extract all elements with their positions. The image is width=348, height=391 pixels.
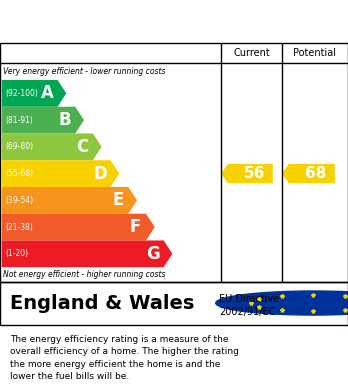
Polygon shape — [2, 133, 102, 160]
Text: B: B — [58, 111, 71, 129]
Text: D: D — [93, 165, 107, 183]
Text: Not energy efficient - higher running costs: Not energy efficient - higher running co… — [3, 270, 166, 279]
Text: The energy efficiency rating is a measure of the
overall efficiency of a home. T: The energy efficiency rating is a measur… — [10, 334, 239, 381]
Text: Very energy efficient - lower running costs: Very energy efficient - lower running co… — [3, 67, 166, 76]
Text: EU Directive: EU Directive — [219, 294, 279, 304]
Text: C: C — [76, 138, 89, 156]
Text: 56: 56 — [244, 166, 266, 181]
Polygon shape — [2, 107, 84, 133]
Text: (69-80): (69-80) — [5, 142, 33, 151]
Polygon shape — [2, 80, 66, 107]
Text: (21-38): (21-38) — [5, 222, 33, 231]
Text: G: G — [147, 245, 160, 263]
Text: 2002/91/EC: 2002/91/EC — [219, 307, 276, 317]
Text: F: F — [130, 218, 141, 236]
Text: (39-54): (39-54) — [5, 196, 33, 205]
Text: Potential: Potential — [293, 48, 337, 58]
Circle shape — [216, 291, 348, 315]
Text: (55-68): (55-68) — [5, 169, 33, 178]
Polygon shape — [2, 240, 172, 267]
Text: A: A — [41, 84, 54, 102]
Text: (92-100): (92-100) — [5, 89, 38, 98]
Polygon shape — [2, 214, 155, 240]
Polygon shape — [2, 187, 137, 214]
Polygon shape — [221, 164, 273, 183]
Text: 68: 68 — [304, 166, 326, 181]
Polygon shape — [282, 164, 335, 183]
Text: England & Wales: England & Wales — [10, 294, 195, 312]
Text: E: E — [112, 191, 124, 209]
Text: (81-91): (81-91) — [5, 116, 33, 125]
Polygon shape — [2, 160, 119, 187]
Text: Energy Efficiency Rating: Energy Efficiency Rating — [50, 13, 298, 30]
Text: (1-20): (1-20) — [5, 249, 28, 258]
Text: Current: Current — [233, 48, 270, 58]
